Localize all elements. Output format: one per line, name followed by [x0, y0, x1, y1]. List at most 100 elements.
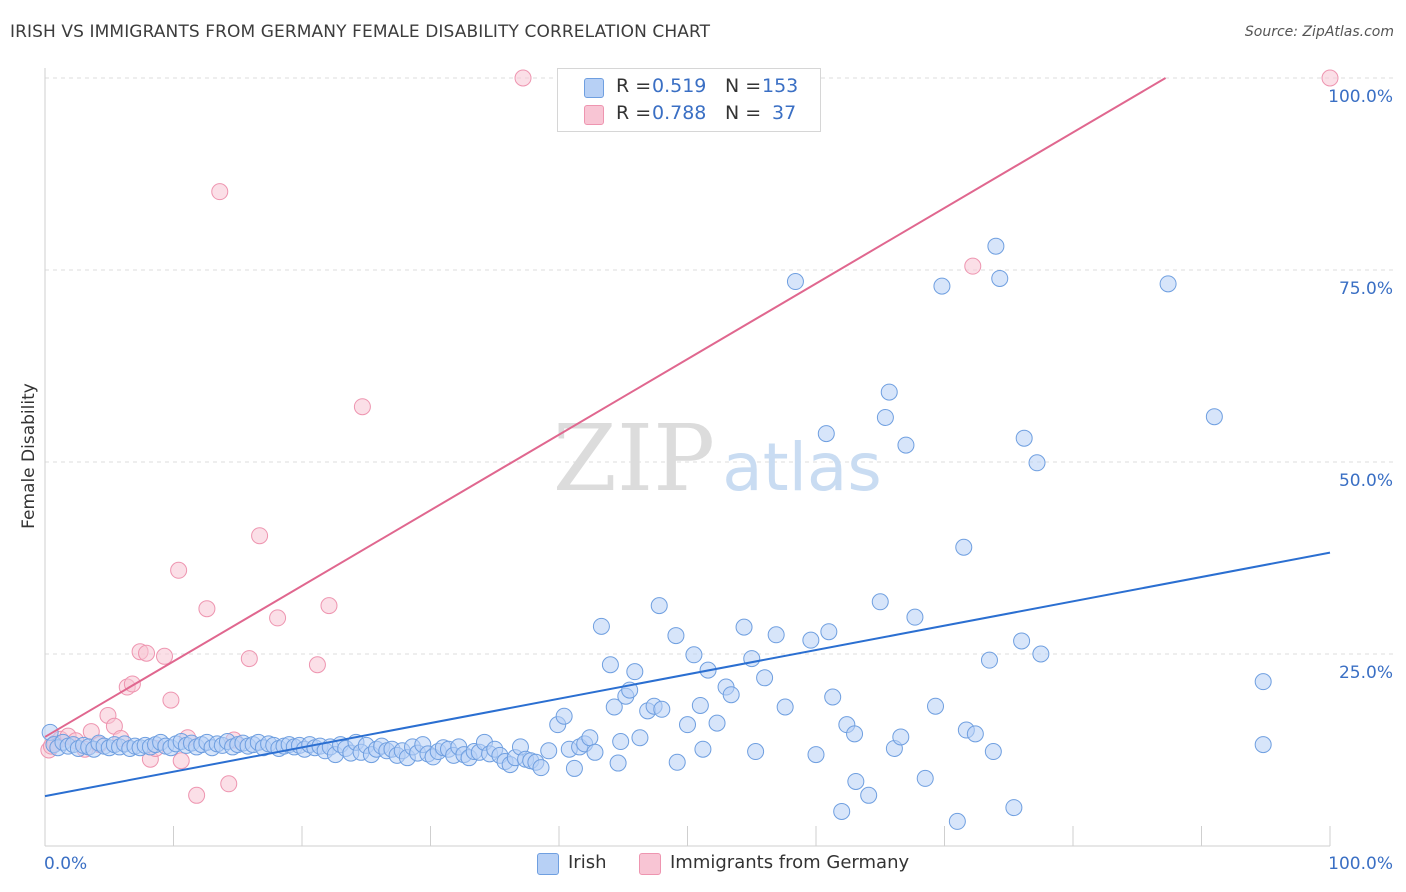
irish-point: [846, 725, 864, 743]
irish-point: [906, 608, 924, 626]
irish-point: [892, 728, 910, 746]
legend-n-value: 153: [762, 75, 799, 97]
irish-trend-line: [44, 551, 1331, 798]
irish-point: [984, 743, 1002, 761]
legend-r-value: 0.519: [652, 75, 707, 97]
irish-point: [609, 754, 627, 772]
irish-point: [592, 617, 610, 635]
chart-title: IRISH VS IMMIGRANTS FROM GERMANY FEMALE …: [10, 22, 711, 42]
irish-point: [897, 436, 915, 454]
legend-n-label: N =: [725, 102, 768, 124]
legend-n-value: 37: [772, 102, 797, 124]
legend-swatch-germany: [639, 853, 661, 875]
irish-point: [653, 700, 671, 718]
irish-point: [685, 646, 703, 664]
germany-point: [138, 644, 156, 662]
legend-row-irish: R = 0.519 N = 153: [558, 75, 820, 99]
irish-point: [1254, 673, 1272, 691]
irish-point: [802, 631, 820, 649]
germany-point: [320, 597, 338, 615]
x-tick-label-min: 0.0%: [44, 854, 87, 874]
grid-layer: [45, 77, 1395, 655]
irish-point: [860, 786, 878, 804]
stats-legend: R = 0.519 N = 153 R = 0.788 N = 37: [557, 68, 821, 132]
irish-point: [708, 714, 726, 732]
irish-point: [987, 237, 1005, 255]
germany-trend-line: [44, 77, 1167, 738]
irish-point: [555, 707, 573, 725]
irish-points: [41, 237, 1272, 830]
irish-point: [871, 593, 889, 611]
y-tick-label: 100.0%: [1328, 87, 1393, 107]
bottom-legend-germany[interactable]: Immigrants from Germany: [639, 852, 939, 878]
bottom-legend-irish[interactable]: Irish: [537, 852, 657, 878]
irish-point: [833, 802, 851, 820]
irish-point: [679, 716, 696, 734]
irish-point: [694, 740, 712, 758]
germany-point: [1321, 69, 1339, 87]
y-axis-label: Female Disability: [19, 383, 39, 529]
germany-point: [269, 609, 287, 627]
irish-point: [581, 729, 599, 747]
irish-point: [948, 812, 966, 830]
germany-point: [211, 183, 229, 201]
irish-point: [626, 663, 644, 681]
irish-point: [927, 697, 945, 715]
germany-point: [172, 752, 190, 770]
irish-point: [955, 538, 973, 556]
irish-point: [786, 273, 804, 291]
germany-point: [308, 656, 326, 674]
irish-point: [807, 746, 825, 764]
irish-point: [991, 269, 1009, 287]
germany-point: [198, 600, 216, 618]
germany-point: [220, 775, 238, 793]
irish-point: [1005, 799, 1023, 817]
germany-point: [353, 398, 371, 416]
germany-point: [251, 527, 269, 545]
irish-point: [540, 742, 558, 760]
x-tick-label-max: 100.0%: [1328, 854, 1393, 874]
irish-point: [667, 627, 685, 645]
germany-point: [964, 257, 982, 275]
watermark-atlas: atlas: [722, 429, 882, 506]
legend-swatch-irish: [537, 853, 559, 875]
irish-point: [668, 753, 686, 771]
irish-point: [776, 698, 794, 716]
irish-point: [980, 651, 998, 669]
germany-point: [170, 561, 188, 579]
legend-swatch-irish: [584, 78, 604, 98]
germany-point: [188, 786, 206, 804]
legend-swatch-germany: [584, 105, 604, 125]
irish-point: [767, 626, 785, 644]
irish-point: [933, 277, 951, 295]
irish-point: [824, 688, 842, 706]
irish-point: [1028, 454, 1046, 472]
legend-label-irish: Irish: [568, 852, 607, 873]
axis-labels: 100.0% 75.0% 50.0% 25.0% 0.0% 100.0%: [44, 87, 1393, 874]
source-credit: Source: ZipAtlas.com: [1244, 24, 1394, 40]
germany-point: [156, 647, 174, 665]
legend-n-label: N =: [725, 75, 768, 97]
irish-point: [1015, 429, 1033, 447]
axis-layer: [44, 68, 1331, 847]
watermark-zip: ZIP: [553, 405, 715, 512]
irish-point: [612, 733, 630, 751]
irish-point: [605, 698, 623, 716]
y-tick-label: 75.0%: [1339, 279, 1393, 299]
irish-point: [880, 383, 898, 401]
irish-point: [876, 408, 894, 426]
irish-point: [722, 686, 740, 704]
watermark: ZIP atlas: [553, 405, 882, 512]
irish-point: [756, 669, 774, 687]
irish-point: [1159, 275, 1177, 293]
germany-point: [162, 691, 180, 709]
irish-point: [650, 597, 668, 615]
irish-point: [966, 725, 984, 743]
germany-point: [240, 650, 258, 668]
germany-point: [514, 69, 532, 87]
irish-point: [817, 425, 835, 443]
irish-point: [631, 729, 649, 747]
irish-point: [1032, 645, 1050, 663]
irish-point: [586, 743, 604, 761]
